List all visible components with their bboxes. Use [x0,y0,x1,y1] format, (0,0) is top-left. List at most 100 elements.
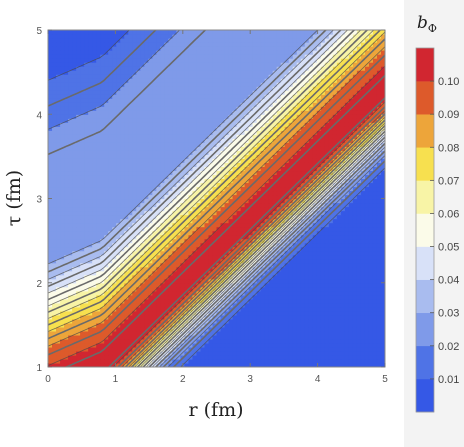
contour-band-cell [329,231,334,236]
contour-band-cell [233,323,238,328]
contour-band-cell [325,319,330,324]
contour-band-cell [369,355,374,360]
contour-band-cell [172,134,177,139]
contour-band-cell [104,186,109,191]
contour-band-cell [56,303,61,308]
contour-band-cell [229,351,234,356]
contour-band-cell [152,146,157,151]
contour-band-cell [100,186,105,191]
contour-band-cell [317,307,322,312]
contour-band-cell [88,223,93,228]
contour-band-cell [112,154,117,159]
contour-band-cell [56,203,61,208]
contour-band-cell [221,359,226,364]
contour-band-cell [341,291,346,296]
contour-band-cell [357,311,362,316]
contour-band-cell [128,199,133,204]
contour-band-cell [289,327,294,332]
contour-band-cell [245,311,250,316]
contour-band-cell [192,130,197,135]
contour-band-cell [76,215,81,220]
contour-band-cell [305,335,310,340]
contour-band-cell [124,186,129,191]
contour-band-cell [273,287,278,292]
contour-band-cell [128,126,133,131]
contour-band-cell [92,126,97,131]
contour-band-cell [112,211,117,216]
contour-band-cell [116,319,121,324]
contour-band-cell [369,239,374,244]
contour-band-cell [72,243,77,248]
contour-band-cell [68,323,73,328]
contour-band-cell [369,223,374,228]
contour-band-cell [132,146,137,151]
contour-band-cell [369,275,374,280]
contour-band-cell [164,299,169,304]
contour-band-cell [148,315,153,320]
contour-band-cell [365,287,370,292]
contour-band-cell [293,287,298,292]
contour-band-cell [329,142,334,147]
contour-band-cell [313,359,318,364]
contour-band-cell [337,331,342,336]
contour-band-cell [112,166,117,171]
contour-band-cell [88,174,93,179]
contour-band-cell [353,199,358,204]
contour-band-cell [132,223,137,228]
contour-band-cell [96,174,101,179]
contour-band-cell [305,251,310,256]
contour-band-cell [192,231,197,236]
contour-band-cell [301,166,306,171]
contour-band-cell [317,263,322,268]
contour-band-cell [124,158,129,163]
contour-band-cell [361,347,366,352]
contour-band-cell [325,263,330,268]
contour-band-cell [297,335,302,340]
contour-band-cell [273,327,278,332]
contour-band-cell [56,199,61,204]
contour-band-cell [357,231,362,236]
contour-band-cell [92,203,97,208]
contour-band-cell [361,243,366,248]
contour-band-cell [88,295,93,300]
contour-band-cell [72,315,77,320]
contour-band-cell [265,203,270,208]
contour-band-cell [297,299,302,304]
contour-band-cell [84,231,89,236]
contour-band-cell [225,351,230,356]
contour-band-cell [88,158,93,163]
contour-band-cell [116,223,121,228]
contour-band-cell [341,299,346,304]
contour-band-cell [361,219,366,224]
contour-band-cell [337,267,342,272]
contour-band-cell [108,150,113,155]
contour-band-cell [273,291,278,296]
contour-band-cell [365,239,370,244]
contour-band-cell [92,142,97,147]
contour-band-cell [297,275,302,280]
contour-band-cell [325,146,330,151]
contour-band-cell [369,347,374,352]
contour-band-cell [124,146,129,151]
contour-band-cell [341,130,346,135]
contour-band-cell [148,126,153,131]
contour-band-cell [208,343,213,348]
contour-band-cell [76,235,81,240]
contour-band-cell [64,203,69,208]
contour-band-cell [144,190,149,195]
contour-band-cell [285,186,290,191]
contour-band-cell [68,339,73,344]
contour-band-cell [249,315,254,320]
contour-band-cell [269,295,274,300]
contour-band-cell [196,351,201,356]
contour-band-cell [277,323,282,328]
contour-band-cell [281,275,286,280]
contour-band-cell [152,158,157,163]
contour-band-cell [68,271,73,276]
contour-band-cell [128,170,133,175]
contour-band-cell [208,126,213,131]
contour-band-cell [200,259,205,264]
contour-band-cell [168,150,173,155]
contour-band-cell [353,247,358,252]
contour-band-cell [225,327,230,332]
